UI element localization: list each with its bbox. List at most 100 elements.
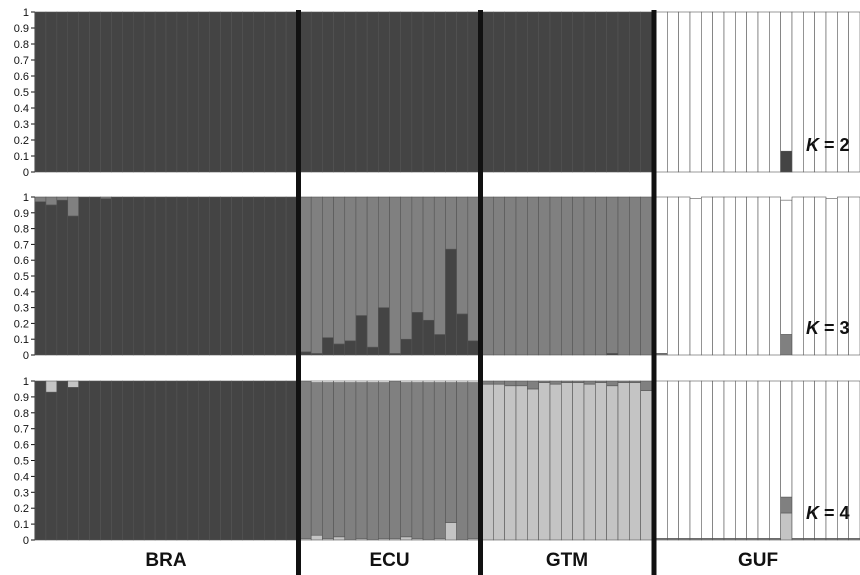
bar-segment bbox=[515, 11, 528, 173]
bar-segment bbox=[723, 380, 736, 539]
y-tick-label: 0.4 bbox=[14, 287, 29, 299]
bar-segment bbox=[735, 11, 747, 173]
bar-segment bbox=[433, 11, 446, 173]
bar-segment bbox=[100, 11, 112, 173]
bar-segment bbox=[176, 380, 189, 541]
bar-segment bbox=[515, 380, 528, 387]
bar-segment bbox=[456, 313, 469, 356]
bar-segment bbox=[467, 11, 480, 173]
bar-segment bbox=[56, 380, 69, 541]
k-label-value: = 2 bbox=[819, 135, 850, 155]
bar-segment bbox=[791, 11, 804, 173]
bar-segment bbox=[723, 196, 736, 356]
bar-segment bbox=[583, 383, 596, 541]
bar-segment bbox=[735, 380, 747, 539]
panel-k2: 0 0.1 0.2 0.3 0.4 0.5 0.6 0.7 0.8 0.9 1 K = 2 bbox=[14, 7, 860, 179]
bar-segment bbox=[100, 380, 112, 541]
bar-segment bbox=[467, 380, 480, 383]
y-tick-label: 0 bbox=[23, 535, 29, 547]
bar-segment bbox=[220, 196, 232, 356]
bar-segment bbox=[263, 196, 276, 356]
bar-segment bbox=[572, 380, 585, 383]
bar-segment bbox=[378, 196, 390, 308]
bar-segment bbox=[606, 196, 619, 354]
bar-segment bbox=[322, 382, 334, 539]
y-tick-label: 0.1 bbox=[14, 519, 29, 531]
bar-segment bbox=[366, 346, 379, 356]
y-tick-label: 0.9 bbox=[14, 208, 29, 220]
bar-segment bbox=[411, 382, 424, 539]
bar-segment bbox=[561, 11, 573, 173]
bar-segment bbox=[848, 196, 860, 356]
bar-segment bbox=[366, 382, 379, 541]
bar-segment bbox=[456, 11, 469, 173]
bar-segment bbox=[274, 380, 287, 541]
bar-segment bbox=[263, 11, 276, 173]
bar-segment bbox=[310, 380, 323, 383]
bar-segment bbox=[310, 534, 323, 541]
bar-segment bbox=[231, 196, 243, 356]
population-label: ECU bbox=[369, 550, 409, 571]
bar-segment bbox=[132, 196, 145, 356]
bar-segment bbox=[595, 382, 607, 541]
bar-segment bbox=[242, 380, 254, 541]
bar-segment bbox=[344, 380, 357, 383]
bar-segment bbox=[132, 11, 145, 173]
bar-segment bbox=[78, 196, 90, 356]
bar-segment bbox=[400, 536, 413, 541]
bar-segment bbox=[165, 380, 178, 541]
bar-segment bbox=[504, 385, 517, 541]
bar-segment bbox=[45, 380, 58, 393]
bar-segment bbox=[122, 196, 134, 356]
bar-segment bbox=[34, 201, 47, 356]
bar-segment bbox=[538, 380, 551, 383]
bar-segment bbox=[746, 380, 759, 539]
y-tick-label: 0.5 bbox=[14, 271, 29, 283]
bar-segment bbox=[538, 196, 551, 356]
bar-segment bbox=[67, 11, 79, 173]
bar-segment bbox=[187, 196, 200, 356]
bar-segment bbox=[220, 11, 232, 173]
y-tick-label: 0.7 bbox=[14, 239, 29, 251]
bar-segment bbox=[617, 380, 630, 383]
y-tick-label: 0.4 bbox=[14, 103, 29, 115]
panel-k3: 0 0.1 0.2 0.3 0.4 0.5 0.6 0.7 0.8 0.9 1 K = 3 bbox=[14, 192, 860, 362]
bar-segment bbox=[89, 196, 101, 356]
bar-segment bbox=[111, 380, 123, 541]
bar-segment bbox=[848, 380, 860, 539]
y-tick-label: 0.6 bbox=[14, 71, 29, 83]
bar-segment bbox=[561, 382, 573, 541]
bar-segment bbox=[355, 11, 368, 173]
bar-segment bbox=[400, 382, 413, 538]
bar-segment bbox=[310, 382, 323, 536]
bar-segment bbox=[606, 380, 619, 387]
bar-segment bbox=[746, 196, 759, 356]
y-tick-label: 0.8 bbox=[14, 408, 29, 420]
bar-segment bbox=[78, 11, 90, 173]
k-label: K = 4 bbox=[806, 503, 850, 523]
bar-segment bbox=[34, 380, 47, 541]
bar-segment bbox=[549, 380, 562, 385]
bar-segment bbox=[701, 196, 713, 356]
bar-segment bbox=[595, 380, 607, 383]
bar-segment bbox=[220, 380, 232, 541]
bar-segment bbox=[640, 196, 653, 356]
y-tick-label: 0.2 bbox=[14, 318, 29, 330]
bar-segment bbox=[735, 196, 747, 356]
bar-segment bbox=[299, 11, 312, 173]
bar-segment bbox=[527, 196, 539, 356]
population-label: GTM bbox=[546, 550, 588, 571]
bar-segment bbox=[165, 196, 178, 356]
k-label: K = 3 bbox=[806, 318, 850, 338]
bar-segment bbox=[504, 11, 517, 173]
bar-segment bbox=[689, 380, 702, 539]
bar-segment bbox=[344, 340, 357, 356]
bar-segment bbox=[527, 388, 539, 541]
bar-segment bbox=[274, 196, 287, 356]
bar-segment bbox=[433, 334, 446, 356]
bar-segment bbox=[89, 11, 101, 173]
bar-segment bbox=[655, 196, 668, 354]
bar-segment bbox=[572, 196, 585, 356]
bar-segment bbox=[187, 11, 200, 173]
bar-segment bbox=[595, 196, 607, 356]
